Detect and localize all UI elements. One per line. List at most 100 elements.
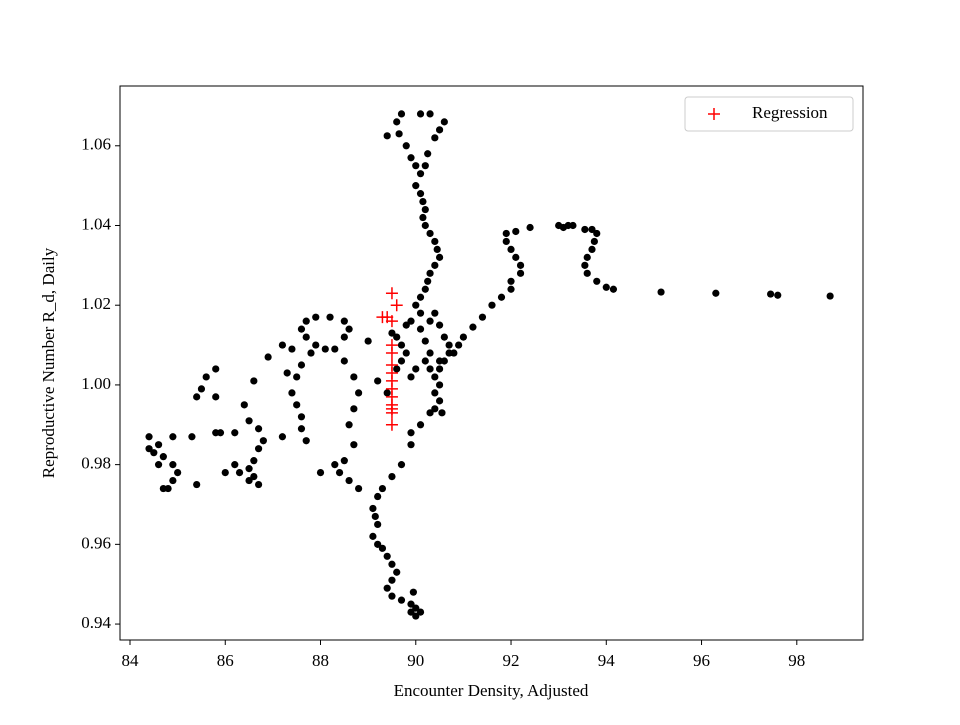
point (364, 337, 372, 345)
point (250, 457, 258, 465)
point (421, 205, 429, 214)
point (378, 544, 387, 552)
point (426, 229, 434, 238)
point (416, 293, 425, 301)
point (388, 472, 396, 481)
point (426, 317, 434, 325)
point (340, 333, 348, 341)
point (159, 453, 167, 461)
point (440, 118, 448, 126)
x-tick-label: 90 (407, 651, 424, 670)
point (435, 365, 444, 373)
point (388, 329, 396, 337)
point (188, 433, 196, 441)
point (416, 325, 425, 333)
point (421, 337, 429, 345)
point (297, 413, 306, 421)
point (712, 289, 720, 297)
point (416, 309, 425, 317)
legend-marker (708, 108, 720, 120)
point (588, 245, 596, 254)
point (826, 292, 834, 300)
point (459, 333, 467, 341)
point (602, 283, 610, 291)
point (774, 291, 782, 299)
point (416, 421, 425, 429)
point (581, 225, 589, 234)
point (397, 341, 406, 349)
point (374, 377, 382, 385)
point (385, 287, 398, 300)
point (388, 592, 396, 600)
point (412, 162, 420, 170)
point (559, 223, 568, 232)
point (435, 381, 444, 389)
point (231, 461, 239, 469)
point (421, 162, 429, 170)
y-tick-label: 1.02 (81, 294, 111, 313)
point (426, 409, 434, 417)
point (154, 461, 163, 469)
point (302, 317, 310, 325)
point (497, 293, 506, 301)
point (569, 221, 577, 230)
point (278, 341, 287, 349)
point (502, 229, 510, 238)
point (231, 429, 239, 437)
point (407, 600, 415, 608)
point (340, 357, 348, 365)
point (397, 461, 406, 469)
point (174, 469, 182, 477)
x-tick-label: 84 (122, 651, 140, 670)
point (407, 373, 415, 381)
point (397, 596, 406, 604)
x-tick-label: 94 (598, 651, 616, 670)
point (419, 197, 427, 206)
point (221, 469, 229, 477)
point (288, 345, 296, 353)
point (412, 604, 420, 612)
point (169, 476, 177, 485)
point (321, 345, 329, 353)
point (424, 150, 432, 158)
point (426, 349, 434, 357)
point (435, 126, 444, 134)
plot-frame (119, 85, 864, 641)
point (502, 237, 510, 246)
point (395, 130, 403, 138)
point (424, 277, 432, 285)
point (369, 504, 377, 513)
point (283, 369, 291, 377)
legend-box (684, 96, 854, 132)
point (302, 333, 310, 341)
point (193, 393, 201, 401)
point (412, 301, 420, 309)
x-tick-label: 98 (788, 651, 805, 670)
point (250, 377, 258, 385)
point (374, 492, 382, 501)
point (426, 365, 434, 373)
point (435, 397, 444, 405)
point (512, 253, 520, 261)
point (431, 373, 439, 381)
point (355, 484, 363, 493)
point (393, 568, 401, 576)
point (516, 261, 525, 269)
y-tick-label: 0.96 (81, 533, 111, 552)
point (245, 417, 253, 425)
point (388, 576, 396, 584)
point (254, 445, 263, 453)
point (388, 560, 396, 568)
point (393, 365, 401, 373)
point (326, 313, 334, 321)
point (278, 433, 287, 441)
x-tick-label: 86 (217, 651, 234, 670)
point (416, 170, 425, 178)
point (297, 361, 306, 369)
point (193, 480, 201, 489)
point (385, 315, 398, 328)
point (340, 457, 348, 465)
point (402, 349, 410, 357)
point (369, 532, 377, 540)
point (431, 134, 439, 142)
